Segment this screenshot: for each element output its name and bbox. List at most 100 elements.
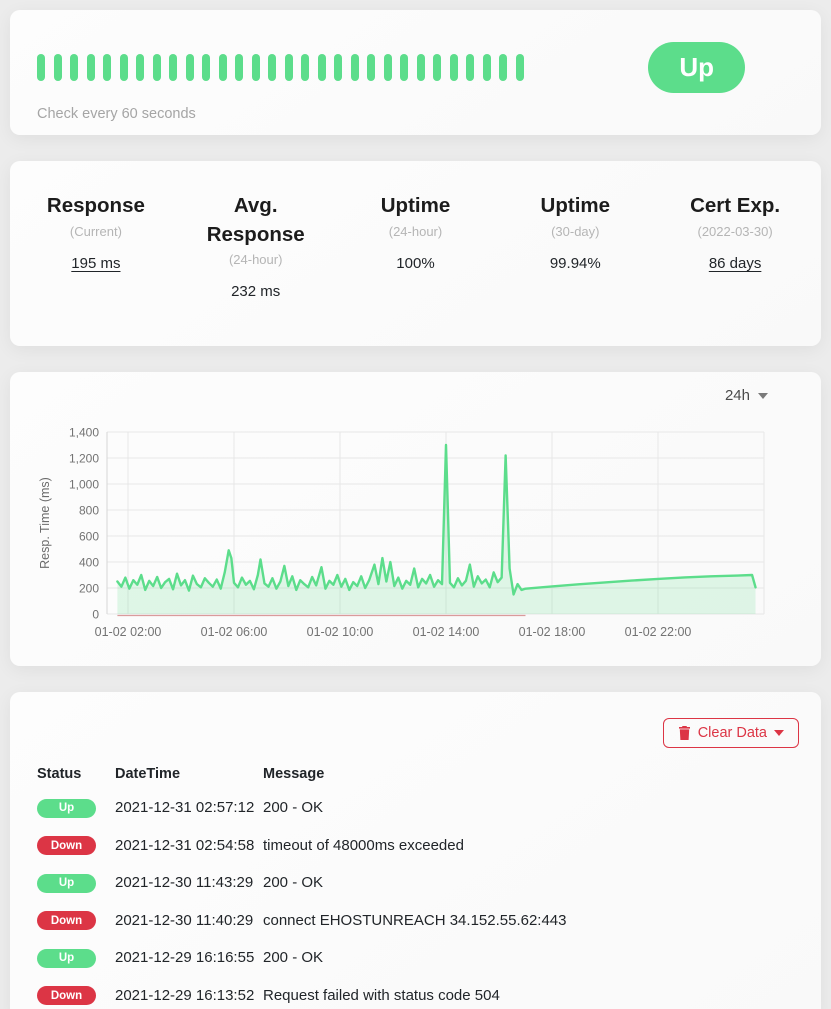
heartbeat-beat-up[interactable] (367, 53, 375, 81)
event-message: 200 - OK (263, 874, 324, 892)
heartbeat-beat-up[interactable] (482, 53, 491, 81)
table-header-row: Status DateTime Message (37, 759, 799, 789)
svg-text:01-02 14:00: 01-02 14:00 (413, 625, 480, 639)
stat-column: Uptime (24-hour) 100% (336, 192, 496, 346)
heartbeat-beat-up[interactable] (251, 53, 260, 81)
stat-subtitle: (24-hour) (228, 252, 283, 268)
heartbeat-beat-up[interactable] (499, 53, 507, 81)
status-badge: Up (648, 42, 745, 93)
column-header-status: Status (37, 766, 82, 782)
stat-value: 99.94% (549, 254, 601, 272)
heartbeat-beat-up[interactable] (334, 53, 342, 81)
clear-data-button[interactable]: Clear Data (662, 718, 799, 748)
heartbeat-beat-up[interactable] (515, 53, 524, 81)
svg-text:01-02 02:00: 01-02 02:00 (95, 625, 162, 639)
response-time-chart-canvas[interactable]: 0 200 400 600 800 1,000 1,200 1,400 01-02 02:00 0… (10, 418, 821, 648)
svg-text:1,200: 1,200 (69, 452, 99, 466)
heartbeat-bar[interactable] (37, 53, 524, 81)
status-badge: Up (37, 948, 96, 968)
stat-subtitle: (Current) (69, 223, 122, 239)
heartbeat-beat-up[interactable] (185, 53, 194, 81)
heartbeat-beat-up[interactable] (37, 53, 45, 81)
heartbeat-beat-up[interactable] (70, 53, 78, 81)
table-row: Down 2021-12-31 02:54:58 timeout of 48000m… (37, 827, 799, 865)
heartbeat-beat-up[interactable] (103, 53, 111, 81)
stat-title: Uptime (540, 194, 611, 217)
heartbeat-beat-up[interactable] (416, 53, 425, 81)
stat-column: Uptime (30-day) 99.94% (495, 192, 655, 346)
event-datetime: 2021-12-31 02:57:12 (115, 799, 255, 817)
heartbeat-beat-up[interactable] (350, 53, 359, 81)
chevron-down-icon (758, 392, 768, 399)
status-badge: Up (37, 873, 96, 893)
status-badge: Down (37, 836, 96, 855)
heartbeat-beat-up[interactable] (53, 53, 62, 81)
event-message: 200 - OK (263, 799, 324, 817)
event-message: Request failed with status code 504 (263, 986, 500, 1004)
svg-text:01-02 22:00: 01-02 22:00 (625, 625, 692, 639)
stat-column: Cert Exp. (2022-03-30) 86 days (655, 192, 815, 346)
monitor-card: Up Check every 60 seconds (10, 10, 821, 135)
heartbeat-beat-up[interactable] (268, 53, 276, 81)
heartbeat-row: Up (37, 42, 745, 93)
table-row: Down 2021-12-29 16:13:52 Request failed wi… (37, 977, 799, 1009)
event-datetime: 2021-12-31 02:54:58 (115, 836, 255, 854)
heartbeat-beat-up[interactable] (202, 53, 210, 81)
svg-text:200: 200 (79, 582, 99, 596)
stat-subtitle: (24-hour) (388, 223, 443, 239)
heartbeat-beat-up[interactable] (317, 53, 326, 81)
svg-text:0: 0 (92, 608, 99, 622)
table-row: Down 2021-12-30 11:40:29 connect EHOSTUNRE… (37, 902, 799, 940)
stat-title: Uptime (380, 194, 451, 217)
heartbeat-beat-up[interactable] (466, 53, 474, 81)
heartbeat-beat-up[interactable] (218, 53, 227, 81)
chart-card: 24h 0 200 400 600 800 1,000 1,200 1,400 01-02 02… (10, 372, 821, 666)
stat-title: Response (46, 194, 145, 217)
heartbeat-beat-up[interactable] (449, 53, 458, 81)
svg-text:01-02 18:00: 01-02 18:00 (519, 625, 586, 639)
stat-value: 232 ms (231, 283, 281, 301)
stat-column: Avg. Response (24-hour) 232 ms (176, 192, 336, 346)
heartbeat-beat-up[interactable] (301, 53, 309, 81)
heartbeat-beat-up[interactable] (433, 53, 441, 81)
stat-column: Response (Current) 195 ms (16, 192, 176, 346)
event-datetime: 2021-12-29 16:16:55 (115, 949, 255, 967)
event-datetime: 2021-12-30 11:40:29 (115, 911, 254, 929)
heartbeat-beat-up[interactable] (169, 53, 177, 81)
trash-icon (678, 726, 690, 740)
chevron-down-icon (774, 730, 784, 736)
status-badge: Down (37, 911, 96, 930)
event-datetime: 2021-12-30 11:43:29 (115, 874, 254, 892)
heartbeat-beat-up[interactable] (152, 53, 161, 81)
heartbeat-beat-up[interactable] (284, 53, 293, 81)
event-message: timeout of 48000ms exceeded (263, 836, 464, 854)
heartbeat-beat-up[interactable] (119, 53, 128, 81)
stat-value: 100% (396, 254, 435, 272)
event-message: 200 - OK (263, 949, 324, 967)
table-row: Up 2021-12-31 02:57:12 200 - OK (37, 789, 799, 827)
heartbeat-beat-up[interactable] (400, 53, 408, 81)
events-card: Clear Data Status DateTime Message Up 2021-1… (10, 692, 821, 1009)
status-badge: Down (37, 986, 96, 1005)
check-interval-text: Check every 60 seconds (37, 105, 196, 122)
svg-text:Resp. Time (ms): Resp. Time (ms) (38, 477, 52, 569)
column-header-message: Message (263, 766, 325, 782)
chart-period-label: 24h (724, 387, 750, 404)
event-message: connect EHOSTUNREACH 34.152.55.62:443 (263, 911, 567, 929)
svg-text:600: 600 (79, 530, 99, 544)
table-row: Up 2021-12-30 11:43:29 200 - OK (37, 864, 799, 902)
stat-subtitle: (30-day) (551, 223, 600, 239)
svg-text:1,000: 1,000 (69, 478, 99, 492)
heartbeat-beat-up[interactable] (383, 53, 392, 81)
status-badge: Up (37, 798, 96, 818)
heartbeat-beat-up[interactable] (235, 53, 243, 81)
column-header-datetime: DateTime (115, 766, 181, 782)
stat-subtitle: (2022-03-30) (697, 223, 773, 239)
heartbeat-beat-up[interactable] (86, 53, 95, 81)
response-time-chart: 0 200 400 600 800 1,000 1,200 1,400 01-02 02:00 0… (10, 372, 821, 653)
chart-period-selector[interactable]: 24h (725, 387, 768, 404)
heartbeat-beat-up[interactable] (136, 53, 144, 81)
svg-text:01-02 06:00: 01-02 06:00 (201, 625, 268, 639)
event-datetime: 2021-12-29 16:13:52 (115, 986, 255, 1004)
svg-text:400: 400 (79, 556, 99, 570)
